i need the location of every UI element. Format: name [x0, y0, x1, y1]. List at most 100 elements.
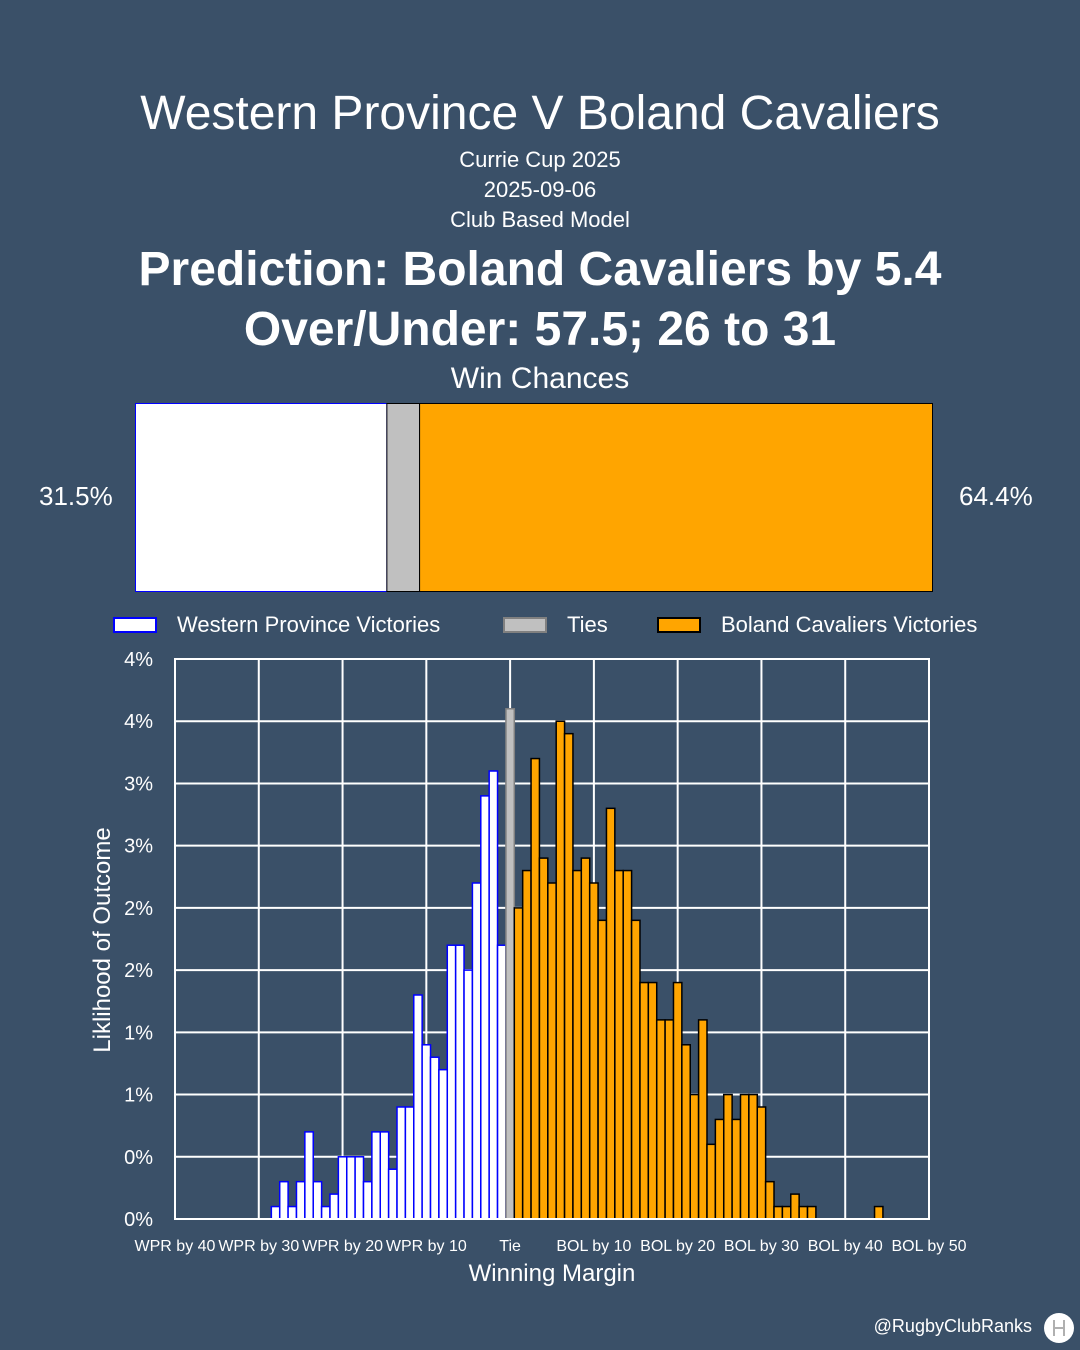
x-tick-label: BOL by 20 [640, 1238, 715, 1255]
legend-label-away: Boland Cavaliers Victories [721, 612, 978, 637]
bar-away [547, 882, 557, 1220]
bar-away [614, 869, 624, 1220]
bar-away [781, 1205, 792, 1220]
bar-away [706, 1143, 717, 1220]
win-bar-tie-segment [386, 403, 421, 592]
bar-away [714, 1118, 725, 1220]
x-tick-label: WPR by 10 [386, 1238, 467, 1255]
model-label: Club Based Model [450, 207, 630, 232]
y-tick-label: 4% [124, 711, 153, 733]
x-tick-label: WPR by 40 [135, 1238, 216, 1255]
bar-away [739, 1093, 750, 1220]
legend-swatch-away [657, 617, 701, 633]
bar-away [773, 1205, 784, 1220]
legend-label-home: Western Province Victories [177, 612, 441, 637]
y-tick-label: 0% [124, 1147, 153, 1169]
bar-home [488, 770, 499, 1220]
bar-home [337, 1156, 348, 1220]
page-title: Western Province V Boland Cavaliers [140, 87, 940, 140]
bar-home [429, 1056, 440, 1220]
bar-home [287, 1205, 298, 1220]
bar-away [873, 1205, 884, 1220]
bar-away [756, 1106, 767, 1220]
brand-logo-icon [1044, 1313, 1074, 1343]
bar-away [521, 869, 532, 1220]
win-chances-title: Win Chances [450, 362, 630, 395]
bar-home [471, 882, 482, 1220]
bar-away [563, 732, 574, 1220]
bar-away [655, 1019, 666, 1220]
x-tick-label: BOL by 50 [891, 1238, 966, 1255]
bar-home [312, 1180, 323, 1220]
y-tick-label: 2% [124, 898, 153, 920]
bar-home [454, 944, 465, 1220]
bar-away [530, 757, 541, 1220]
bar-away [538, 857, 549, 1220]
y-tick-label: 1% [124, 1085, 153, 1107]
bar-home [387, 1168, 398, 1220]
bar-away [605, 807, 616, 1220]
prediction-text: Prediction: Boland Cavaliers by 5.4 [138, 243, 942, 296]
margin-distribution-chart: 0%0%1%1%2%2%3%3%4%4%WPR by 40 WPR by 30 WP… [89, 649, 967, 1287]
bar-away [588, 882, 599, 1220]
legend-swatch-home [113, 617, 157, 633]
y-tick-label: 1% [124, 1022, 153, 1044]
y-axis-label: Liklihood of Outcome [89, 827, 116, 1052]
bar-home [345, 1156, 356, 1220]
bar-away [664, 1019, 675, 1220]
bar-home [413, 994, 423, 1220]
bar-away [622, 869, 633, 1220]
bar-home [295, 1180, 306, 1220]
bar-away [764, 1180, 775, 1220]
bar-home [304, 1131, 314, 1220]
bar-away [597, 919, 608, 1220]
away-win-percent: 64.4% [959, 481, 1033, 511]
home-win-percent: 31.5% [39, 481, 113, 511]
bar-away [513, 907, 524, 1220]
bar-home [480, 795, 490, 1220]
bar-away [798, 1205, 809, 1220]
x-tick-label: BOL by 30 [724, 1238, 799, 1255]
chart-legend: Western Province Victories Ties Boland C… [0, 610, 1080, 642]
bar-away [722, 1093, 733, 1220]
bar-away [748, 1093, 759, 1220]
bar-home [371, 1131, 382, 1220]
bar-home [270, 1205, 281, 1220]
footer-handle: @RugbyClubRanks [873, 1316, 1032, 1336]
bar-home [320, 1205, 331, 1220]
x-tick-label: BOL by 40 [808, 1238, 883, 1255]
bar-home [496, 944, 507, 1220]
bar-home [354, 1156, 365, 1220]
bar-away [639, 981, 650, 1220]
bar-home [329, 1193, 340, 1220]
competition-label: Currie Cup 2025 [459, 147, 621, 172]
bar-home [404, 1106, 415, 1220]
x-tick-label: Tie [499, 1238, 521, 1255]
x-tick-label: WPR by 20 [302, 1238, 383, 1255]
bar-home [438, 1068, 449, 1220]
bar-away [580, 857, 591, 1220]
x-axis-label: Winning Margin [469, 1260, 636, 1287]
bar-home [421, 1044, 432, 1220]
bar-home [362, 1180, 373, 1220]
y-tick-label: 0% [124, 1209, 153, 1231]
bar-away [697, 1019, 708, 1220]
bar-home [463, 969, 474, 1220]
legend-swatch-tie [503, 617, 547, 633]
bar-home [278, 1180, 289, 1220]
bar-home [379, 1131, 390, 1220]
y-tick-label: 3% [124, 773, 153, 795]
bar-away [672, 981, 683, 1220]
bar-home [396, 1106, 407, 1220]
bar-home [446, 944, 457, 1220]
over-under-text: Over/Under: 57.5; 26 to 31 [243, 303, 837, 356]
plot-frame [174, 658, 930, 1220]
y-tick-label: 4% [124, 649, 153, 671]
win-chances-bar [135, 403, 933, 592]
bar-away [630, 919, 641, 1220]
bar-away [555, 720, 566, 1220]
bar-away [681, 1044, 691, 1220]
bar-away [572, 869, 583, 1220]
x-tick-label: WPR by 30 [218, 1238, 299, 1255]
bar-away [731, 1118, 742, 1220]
